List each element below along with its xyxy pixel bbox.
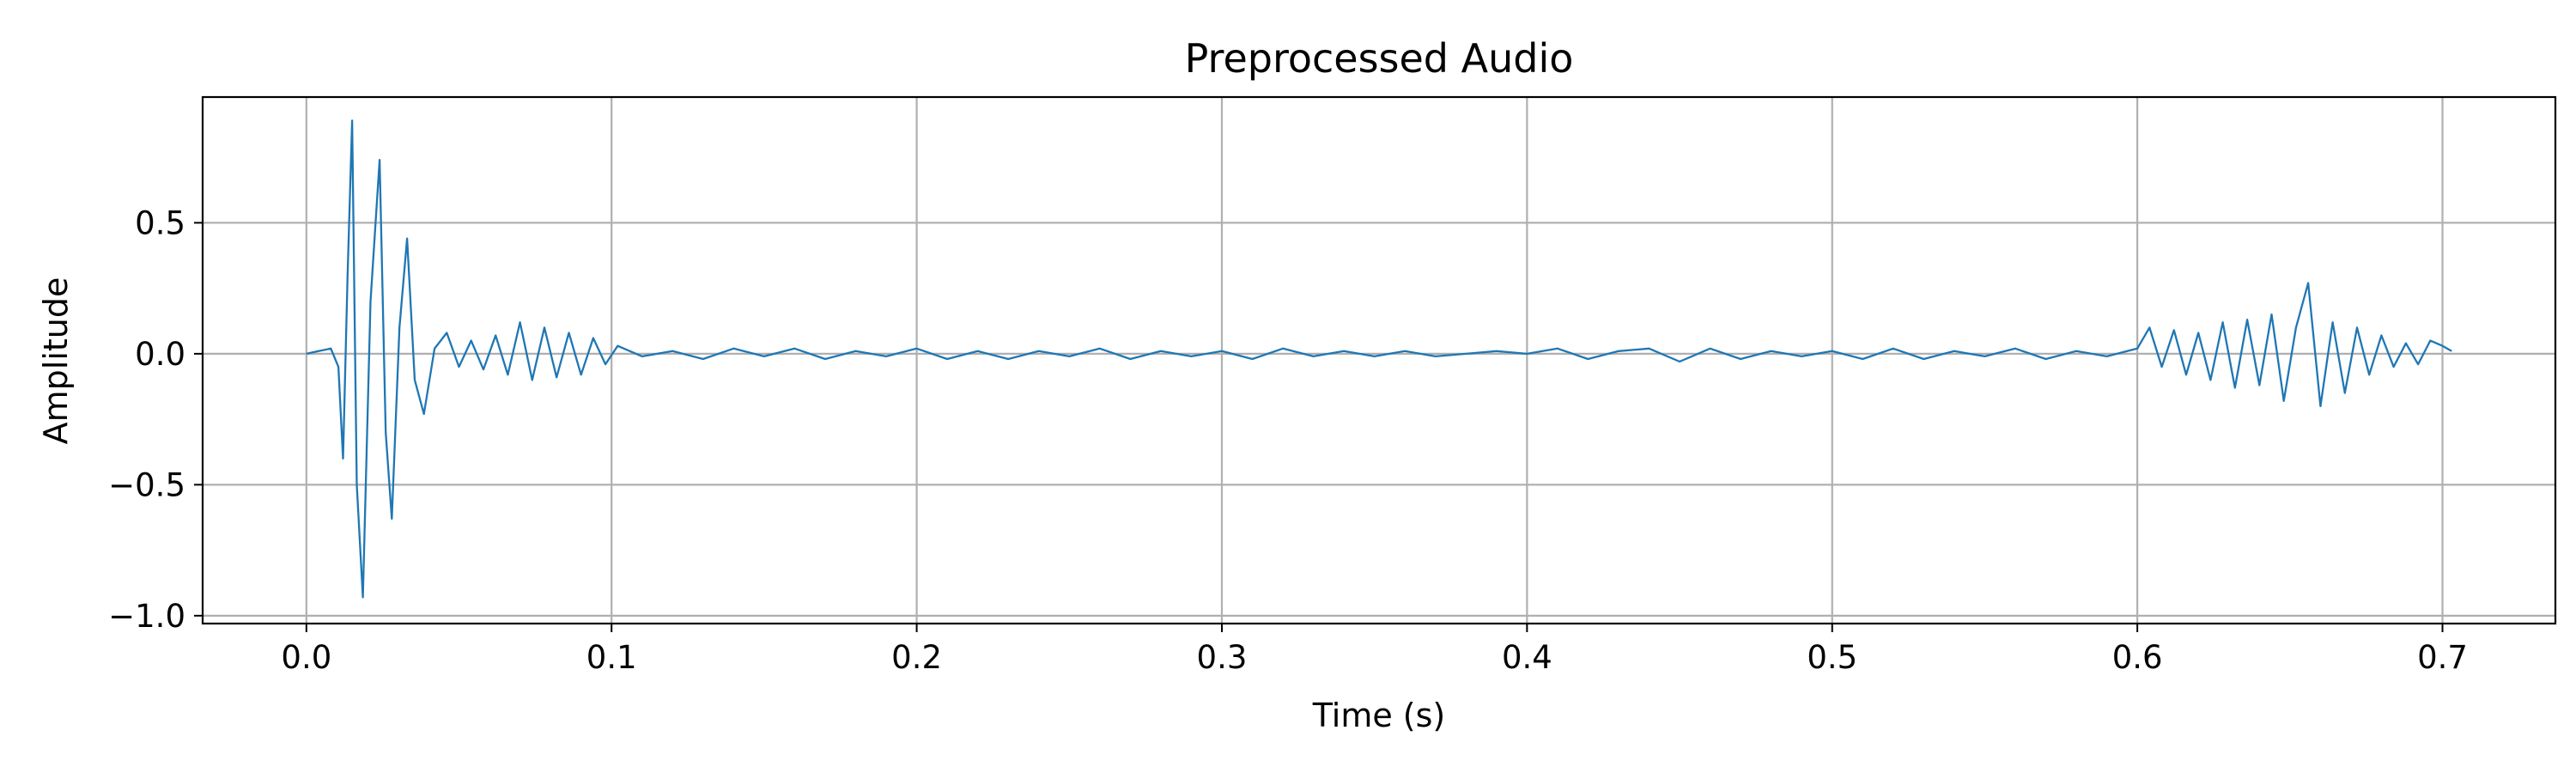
y-ticks: −1.0 −0.5 0.0 0.5	[108, 204, 203, 635]
waveform-line	[306, 119, 2452, 599]
series-layer	[306, 119, 2452, 599]
x-tick-label: 0.3	[1197, 639, 1248, 676]
y-axis-label: Amplitude	[37, 277, 75, 445]
y-tick-label: 0.0	[135, 336, 185, 373]
plot-frame	[201, 95, 2557, 625]
y-tick-label: −1.0	[108, 598, 185, 635]
y-tick-label: 0.5	[135, 204, 185, 241]
x-tick-label: 0.4	[1502, 639, 1552, 676]
x-tick-label: 0.2	[891, 639, 942, 676]
chart-title: Preprocessed Audio	[1185, 35, 1574, 82]
grid	[203, 97, 2555, 624]
x-axis-label: Time (s)	[1312, 697, 1446, 734]
x-tick-label: 0.5	[1807, 639, 1857, 676]
y-tick-label: −0.5	[108, 466, 185, 503]
x-ticks: 0.0 0.1 0.2 0.3 0.4 0.5 0.6 0.7	[281, 624, 2468, 676]
x-tick-label: 0.6	[2112, 639, 2163, 676]
x-tick-label: 0.7	[2417, 639, 2468, 676]
x-tick-label: 0.0	[281, 639, 331, 676]
x-tick-label: 0.1	[586, 639, 637, 676]
